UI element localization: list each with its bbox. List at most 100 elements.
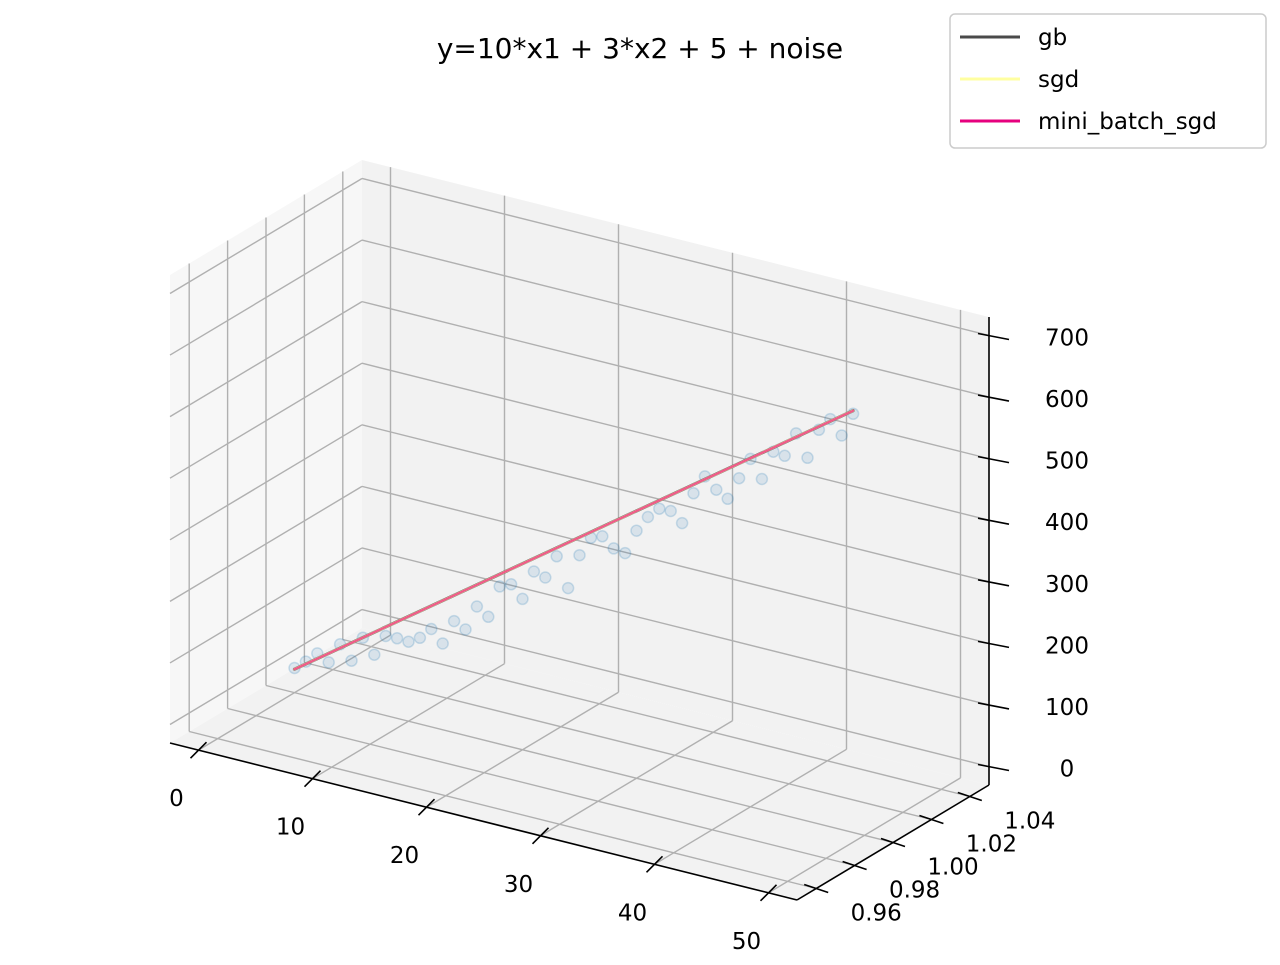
scatter-point (493, 580, 506, 593)
legend-label-mini_batch_sgd: mini_batch_sgd (1038, 109, 1217, 135)
z-gridline-back (361, 362, 990, 521)
z-gridline-back (361, 485, 990, 645)
scatter-point (390, 632, 404, 645)
z-tick-label: 600 (1045, 387, 1089, 413)
x-tick (189, 741, 208, 759)
x-axis-line (169, 742, 798, 901)
x-tick (417, 798, 436, 816)
x-tick (531, 827, 550, 845)
y-gridline-floor (227, 707, 855, 867)
scatter-point (801, 451, 814, 465)
scatter-point (641, 510, 655, 524)
pane-layer (170, 160, 989, 900)
scatter-point (470, 600, 484, 613)
z-tick-label: 700 (1045, 325, 1089, 351)
z-tick-label: 100 (1045, 695, 1089, 721)
scatter-point (561, 581, 575, 595)
scatter-point (413, 631, 427, 645)
z-tick (977, 332, 1010, 341)
y-gridline-floor (342, 638, 970, 798)
z-gridline-back (361, 608, 990, 768)
scatter-point (664, 504, 677, 518)
z-tick-label: 400 (1045, 510, 1089, 536)
scatter-point (425, 622, 438, 636)
legend: gb sgd mini_batch_sgd (949, 13, 1267, 149)
scatter-point (675, 516, 689, 530)
z-gridline-back (361, 177, 990, 337)
scatter-point (721, 492, 734, 506)
x-tick (645, 855, 664, 873)
x-tick-label: 40 (618, 900, 647, 926)
z-tick (977, 702, 1010, 710)
y-tick (957, 791, 983, 802)
scatter-point (778, 449, 791, 463)
scatter-point (710, 483, 723, 496)
legend-frame (949, 13, 1267, 149)
axes-layer: 010203040500.960.981.001.021.04010020030… (169, 317, 1089, 955)
y-tick (842, 860, 867, 871)
y-gridline-floor (304, 661, 932, 821)
y-tick-label: 0.96 (851, 901, 902, 927)
z-gridline-side (169, 239, 363, 356)
scatter-point (516, 592, 529, 606)
y-tick-label: 1.00 (927, 855, 978, 881)
x-tick-label: 50 (732, 929, 761, 955)
x-tick (759, 884, 778, 902)
z-tick-label: 500 (1045, 449, 1089, 475)
scatter-point (447, 614, 461, 628)
back-pane (362, 160, 989, 785)
y-tick-label: 1.04 (1004, 809, 1055, 835)
z-gridline-side (169, 424, 363, 541)
z-gridline-side (169, 177, 363, 295)
scatter-point (755, 472, 769, 486)
legend-label-sgd: sgd (1038, 67, 1079, 93)
x-tick (303, 770, 322, 788)
scatter-point (835, 429, 848, 442)
series-line-mini_batch_sgd (293, 409, 855, 671)
z-gridline-side (169, 608, 363, 726)
scatter-point (379, 629, 392, 643)
legend-label-gb: gb (1038, 25, 1067, 51)
z-tick-label: 0 (1060, 757, 1075, 783)
y-gridline-floor (189, 730, 817, 890)
scatter-point (596, 530, 609, 543)
z-tick-label: 200 (1045, 633, 1089, 659)
scatter-point (653, 502, 666, 515)
z-tick (977, 579, 1010, 587)
z-gridline-side (169, 362, 363, 479)
x-tick-label: 0 (169, 786, 184, 812)
y-tick (803, 883, 829, 894)
y-tick (880, 837, 906, 848)
z-tick (977, 394, 1010, 402)
z-gridline-back (361, 424, 990, 583)
scatter-point (618, 546, 632, 560)
z-tick (977, 517, 1010, 525)
scatter-point (630, 524, 643, 537)
z-gridline-back (361, 547, 990, 706)
z-gridline-side (169, 485, 363, 602)
series-layer (292, 409, 855, 671)
z-tick (977, 640, 1010, 649)
scatter-point (459, 623, 472, 636)
scatter-point (482, 610, 495, 624)
z-gridline-back (361, 300, 990, 460)
grid-layer (169, 167, 990, 894)
y-tick-label: 1.02 (966, 832, 1017, 858)
y-tick (919, 814, 944, 825)
scatter-point (402, 635, 415, 648)
x-tick-label: 10 (276, 815, 305, 841)
scatter-point (573, 548, 586, 562)
z-tick (977, 455, 1010, 464)
x-tick-label: 30 (504, 872, 533, 898)
scatter-point (368, 648, 381, 661)
x-tick-label: 20 (390, 843, 419, 869)
z-gridline-side (169, 547, 363, 664)
scatter-point (687, 487, 700, 500)
z-gridline-back (361, 239, 990, 398)
z-gridline-side (169, 301, 363, 418)
scatter-point (527, 565, 541, 578)
scatter-point (732, 471, 746, 485)
scatter-point (345, 654, 358, 667)
